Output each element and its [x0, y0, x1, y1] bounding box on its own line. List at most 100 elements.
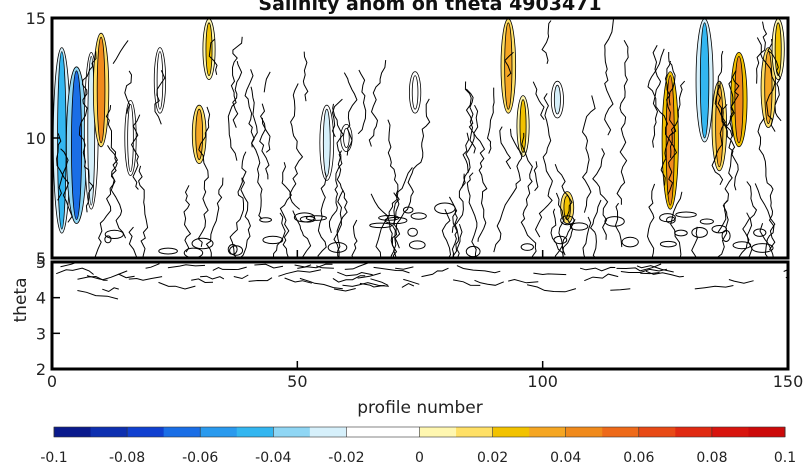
contour-line	[197, 106, 211, 248]
anomaly-band	[127, 104, 134, 172]
anomaly-band	[195, 108, 204, 160]
contour-loop	[674, 229, 688, 237]
colorbar-segment	[419, 427, 457, 437]
colorbar-segment	[711, 427, 749, 437]
contour-loop	[191, 237, 214, 250]
anomaly-band	[411, 75, 419, 110]
anomaly-band	[343, 127, 350, 148]
colorbar-segment	[675, 427, 713, 437]
contour-loop	[675, 211, 697, 218]
contour-line	[759, 223, 774, 258]
contour-line	[614, 202, 623, 248]
contour-line	[259, 103, 270, 180]
contour-line	[649, 268, 668, 272]
contour-line	[107, 145, 127, 239]
contour-loop	[699, 218, 714, 225]
contour-line	[387, 119, 401, 249]
contour-line	[465, 88, 476, 154]
contour-line	[620, 268, 651, 273]
contour-line	[456, 223, 463, 258]
colorbar-segment	[200, 427, 238, 437]
contour-line	[77, 290, 119, 300]
contour-line	[694, 285, 734, 290]
contour-loop	[659, 240, 677, 248]
contour-line	[554, 164, 574, 258]
contour-line	[112, 40, 129, 64]
colorbar-segment	[163, 427, 201, 437]
contour-loop	[465, 245, 481, 258]
contour-line	[343, 72, 358, 156]
contour-loop	[410, 212, 427, 220]
colorbar-tick-label: -0.04	[255, 450, 291, 466]
contour-line	[452, 210, 460, 258]
contour-loop	[378, 214, 400, 221]
colorbar-tick-label: -0.1	[40, 450, 67, 466]
colorbar-tick-label: -0.02	[328, 450, 364, 466]
y-tick-label: 5	[36, 249, 46, 268]
contour-line	[370, 193, 398, 258]
contour-line	[212, 266, 247, 271]
contour-loop	[305, 215, 327, 221]
anomaly-band	[699, 22, 710, 139]
anomaly-band	[519, 99, 527, 153]
contour-line	[56, 267, 94, 275]
y-tick-label: 4	[36, 289, 46, 308]
contour-line	[461, 132, 470, 189]
colorbar-segment	[90, 427, 128, 437]
contour-line	[640, 272, 660, 275]
contour-loop	[402, 206, 414, 214]
contour-line	[728, 279, 754, 284]
contour-line	[592, 148, 609, 240]
contour-line	[128, 276, 163, 281]
colorbar-segment	[127, 427, 165, 437]
contour-line	[646, 183, 656, 258]
contour-line	[441, 209, 452, 258]
colorbar-tick-label: 0.04	[550, 450, 581, 466]
contour-line	[756, 37, 762, 84]
contour-line	[636, 265, 674, 273]
contour-line	[474, 279, 504, 286]
contour-line	[261, 117, 271, 153]
contour-line	[86, 270, 128, 281]
x-tick-label: 50	[287, 372, 307, 391]
contour-loop	[407, 227, 418, 237]
contour-line	[453, 279, 481, 286]
y-tick-label: 15	[26, 9, 46, 28]
contour-line	[333, 288, 356, 292]
contour-line	[263, 71, 271, 93]
anomaly-band	[96, 36, 106, 144]
anomaly-band	[71, 70, 83, 220]
contour-line	[759, 21, 776, 132]
contour-line	[554, 192, 565, 258]
contour-line	[390, 98, 431, 258]
contour-line	[167, 264, 206, 269]
contour-line	[610, 288, 631, 291]
contour-line	[421, 267, 449, 278]
colorbar-segment	[456, 427, 494, 437]
contour-line	[721, 104, 733, 138]
contour-line	[138, 165, 149, 258]
contour-loop	[408, 240, 426, 250]
x-tick-label: 100	[527, 372, 558, 391]
contour-line	[130, 114, 141, 190]
contour-line	[344, 262, 373, 270]
contour-line	[297, 263, 333, 269]
contour-line	[520, 132, 537, 258]
contour-loop	[711, 224, 728, 234]
contour-line	[244, 69, 263, 220]
contour-line	[464, 81, 488, 242]
lower-plot-area	[56, 262, 788, 300]
contour-line	[102, 287, 119, 293]
colorbar-segment	[602, 427, 640, 437]
contour-line	[183, 185, 192, 253]
x-tick-label: 150	[773, 372, 804, 391]
contour-line	[581, 95, 596, 213]
contour-line	[57, 148, 69, 201]
contour-line	[499, 126, 512, 170]
contour-line	[616, 40, 629, 205]
colorbar-segment	[346, 427, 384, 437]
contour-loop	[520, 243, 534, 251]
contour-line	[534, 93, 553, 238]
